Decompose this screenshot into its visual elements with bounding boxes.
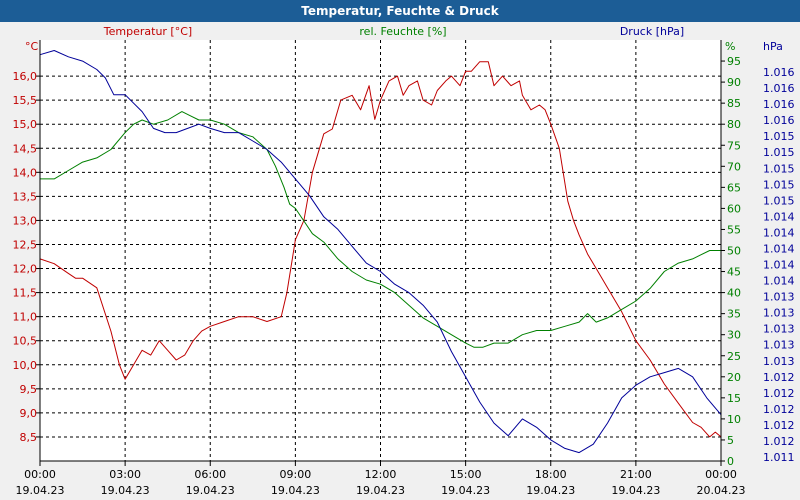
series-line-hum <box>40 111 721 348</box>
hum-tick-label: 5 <box>727 434 734 447</box>
temp-tick-label: 13,0 <box>13 214 38 227</box>
x-tick-date: 19.04.23 <box>16 484 65 497</box>
x-tick-date: 19.04.23 <box>611 484 660 497</box>
press-tick-label: 1.013 <box>763 307 795 320</box>
hum-tick-label: 55 <box>727 223 741 236</box>
x-tick-date: 19.04.23 <box>441 484 490 497</box>
x-tick-date: 19.04.23 <box>101 484 150 497</box>
temp-tick-label: 15,5 <box>13 94 38 107</box>
press-axis-label: Druck [hPa] <box>620 25 684 38</box>
press-tick-label: 1.014 <box>763 275 795 288</box>
hum-tick-label: 10 <box>727 413 741 426</box>
temp-tick-label: 15,0 <box>13 118 38 131</box>
temp-unit-label: °C <box>25 40 39 53</box>
x-tick-date: 20.04.23 <box>697 484 746 497</box>
x-tick-time: 00:00 <box>705 468 737 481</box>
press-tick-label: 1.015 <box>763 130 795 143</box>
press-tick-label: 1.013 <box>763 291 795 304</box>
press-tick-label: 1.015 <box>763 146 795 159</box>
press-tick-label: 1.015 <box>763 162 795 175</box>
axis-tick-labels: 8,5 9,0 9,5 10,0 10,5 11,0 11,5 12,0 12,5 13,0 13,… <box>13 55 795 497</box>
x-tick-time: 21:00 <box>620 468 652 481</box>
x-tick-time: 00:00 <box>24 468 56 481</box>
x-tick-date: 19.04.23 <box>356 484 405 497</box>
hum-tick-label: 20 <box>727 371 741 384</box>
press-tick-label: 1.016 <box>763 66 795 79</box>
x-tick-time: 18:00 <box>535 468 567 481</box>
temp-tick-label: 9,5 <box>20 383 38 396</box>
temp-tick-label: 12,0 <box>13 263 38 276</box>
temp-tick-label: 11,0 <box>13 311 38 324</box>
press-tick-label: 1.011 <box>763 451 795 464</box>
grid-lines <box>40 40 721 461</box>
temp-tick-label: 11,5 <box>13 287 38 300</box>
temp-tick-label: 12,5 <box>13 238 38 251</box>
tick-marks <box>36 60 725 466</box>
hum-tick-label: 30 <box>727 329 741 342</box>
hum-tick-label: 15 <box>727 392 741 405</box>
hum-tick-label: 40 <box>727 287 741 300</box>
press-tick-label: 1.013 <box>763 323 795 336</box>
hum-tick-label: 50 <box>727 245 741 258</box>
hum-tick-label: 95 <box>727 55 741 68</box>
hum-tick-label: 80 <box>727 118 741 131</box>
series-line-press <box>39 50 722 454</box>
hum-tick-label: 35 <box>727 308 741 321</box>
press-tick-label: 1.012 <box>763 371 795 384</box>
press-tick-label: 1.016 <box>763 114 795 127</box>
hum-tick-label: 25 <box>727 350 741 363</box>
press-tick-label: 1.013 <box>763 355 795 368</box>
x-tick-time: 09:00 <box>280 468 312 481</box>
x-tick-date: 19.04.23 <box>526 484 575 497</box>
x-tick-time: 15:00 <box>450 468 482 481</box>
press-tick-label: 1.016 <box>763 98 795 111</box>
series-line-temp <box>39 61 722 438</box>
hum-tick-label: 75 <box>727 139 741 152</box>
press-tick-label: 1.013 <box>763 339 795 352</box>
x-tick-time: 12:00 <box>365 468 397 481</box>
temp-tick-label: 8,5 <box>20 431 38 444</box>
temp-tick-label: 13,5 <box>13 190 38 203</box>
temp-axis-label: Temperatur [°C] <box>103 25 192 38</box>
x-tick-date: 19.04.23 <box>271 484 320 497</box>
press-tick-label: 1.012 <box>763 435 795 448</box>
hum-tick-label: 45 <box>727 266 741 279</box>
hum-tick-label: 65 <box>727 181 741 194</box>
temp-tick-label: 14,0 <box>13 166 38 179</box>
hum-tick-label: 0 <box>727 455 734 468</box>
press-tick-label: 1.014 <box>763 210 795 223</box>
hum-unit-label: % <box>725 40 735 53</box>
temp-tick-label: 10,0 <box>13 359 38 372</box>
press-tick-label: 1.014 <box>763 242 795 255</box>
hum-tick-label: 70 <box>727 160 741 173</box>
hum-tick-label: 60 <box>727 202 741 215</box>
press-tick-label: 1.015 <box>763 178 795 191</box>
press-unit-label: hPa <box>763 40 783 53</box>
hum-tick-label: 90 <box>727 76 741 89</box>
hum-axis-label: rel. Feuchte [%] <box>359 25 446 38</box>
x-tick-date: 19.04.23 <box>186 484 235 497</box>
press-tick-label: 1.016 <box>763 82 795 95</box>
press-tick-label: 1.012 <box>763 419 795 432</box>
press-tick-label: 1.015 <box>763 194 795 207</box>
press-tick-label: 1.012 <box>763 387 795 400</box>
temp-tick-label: 16,0 <box>13 70 38 83</box>
window-title: Temperatur, Feuchte & Druck <box>0 0 800 22</box>
hum-tick-label: 85 <box>727 97 741 110</box>
temp-tick-label: 14,5 <box>13 142 38 155</box>
press-tick-label: 1.014 <box>763 259 795 272</box>
press-tick-label: 1.014 <box>763 226 795 239</box>
series-lines <box>39 50 722 454</box>
press-tick-label: 1.012 <box>763 403 795 416</box>
x-tick-time: 06:00 <box>194 468 226 481</box>
temp-tick-label: 9,0 <box>20 407 38 420</box>
temp-tick-label: 10,5 <box>13 335 38 348</box>
x-tick-time: 03:00 <box>109 468 141 481</box>
